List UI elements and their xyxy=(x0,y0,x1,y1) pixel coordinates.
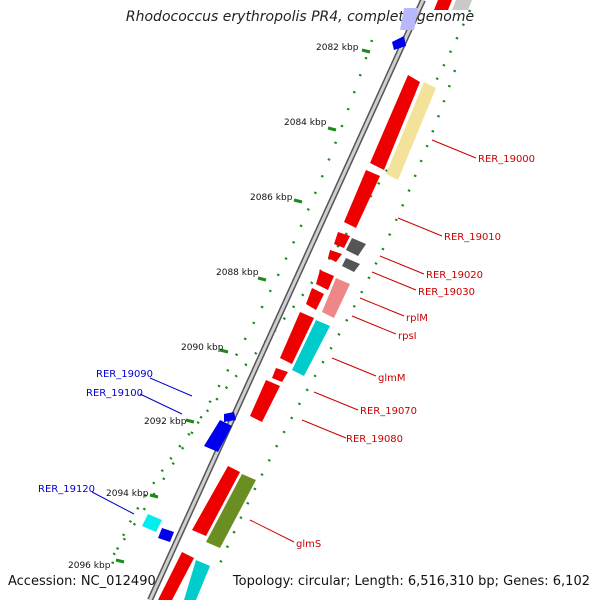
label-rer-19120[interactable]: RER_19120 xyxy=(38,484,95,495)
leader-rer-19090 xyxy=(149,377,193,397)
map-title: Rhodococcus erythropolis PR4, complete g… xyxy=(125,9,475,25)
gene-partial-top-lavender[interactable] xyxy=(400,8,418,30)
leader-glmm xyxy=(331,357,377,377)
gene-blue-2[interactable] xyxy=(224,412,236,422)
tick-label-2082: 2082 kbp xyxy=(316,43,359,53)
tick-label-2092: 2092 kbp xyxy=(144,417,187,427)
label-rer-19080[interactable]: RER_19080 xyxy=(346,434,403,445)
leader-rer-19080 xyxy=(301,419,347,439)
label-rer-19090[interactable]: RER_19090 xyxy=(96,369,153,380)
tick-2086 xyxy=(293,198,303,204)
gene-pink[interactable] xyxy=(322,278,350,318)
label-rplm[interactable]: rplM xyxy=(406,313,428,324)
topology-label: Topology: circular; Length: 6,516,310 bp… xyxy=(232,574,590,589)
label-glmm[interactable]: glmM xyxy=(378,373,406,384)
leader-rer-19010 xyxy=(397,217,443,237)
gene-blue-1[interactable] xyxy=(204,420,232,452)
tick-2088 xyxy=(257,276,267,282)
forward-ring-dots xyxy=(213,69,457,576)
label-rer-19010[interactable]: RER_19010 xyxy=(444,232,501,243)
tick-2082 xyxy=(361,48,371,54)
gene-red-2[interactable] xyxy=(344,170,380,228)
tick-label-2090: 2090 kbp xyxy=(181,343,224,353)
gene-red-1[interactable] xyxy=(370,75,420,170)
label-glms[interactable]: glmS xyxy=(296,539,321,550)
gene-red-10[interactable] xyxy=(192,466,240,536)
gene-blue-3[interactable] xyxy=(158,528,174,542)
tick-label-2096: 2096 kbp xyxy=(68,561,111,571)
gene-yellow[interactable] xyxy=(386,82,436,180)
gene-olive[interactable] xyxy=(206,474,256,548)
tick-2094 xyxy=(149,493,159,499)
label-rer-19030[interactable]: RER_19030 xyxy=(418,287,475,298)
leader-rer-19100 xyxy=(139,393,183,415)
label-rpsi[interactable]: rpsI xyxy=(398,331,417,342)
gene-cyan-1[interactable] xyxy=(292,320,330,376)
red-leader-lines xyxy=(249,139,477,543)
tick-label-2086: 2086 kbp xyxy=(250,193,293,203)
label-rer-19000[interactable]: RER_19000 xyxy=(478,154,535,165)
leader-rer-19120 xyxy=(91,491,135,515)
gene-red-4[interactable] xyxy=(328,250,342,262)
accession-label: Accession: NC_012490 xyxy=(8,574,156,589)
gene-partial-top-gray[interactable] xyxy=(452,0,472,10)
leader-rer-19030 xyxy=(371,271,417,291)
label-rer-19100[interactable]: RER_19100 xyxy=(86,388,143,399)
gene-darkgray-1[interactable] xyxy=(346,238,366,256)
gene-red-7[interactable] xyxy=(280,312,314,364)
gene-red-6[interactable] xyxy=(306,288,324,310)
gene-cyan-2[interactable] xyxy=(184,560,210,600)
tick-2092 xyxy=(185,418,195,424)
tick-2096 xyxy=(115,558,125,564)
kbp-ticks xyxy=(115,48,371,564)
tick-2084 xyxy=(327,126,337,132)
gene-red-8[interactable] xyxy=(272,368,288,382)
label-rer-19020[interactable]: RER_19020 xyxy=(426,270,483,281)
tick-label-2088: 2088 kbp xyxy=(216,268,259,278)
genome-backbone xyxy=(148,0,425,600)
gene-cyan-small[interactable] xyxy=(142,514,162,532)
leader-glms xyxy=(249,519,295,543)
leader-rer-19020 xyxy=(379,255,425,275)
tick-label-2084: 2084 kbp xyxy=(284,118,327,128)
leader-rpsi xyxy=(351,315,397,335)
gene-red-9[interactable] xyxy=(250,380,280,422)
blue-leader-lines xyxy=(91,377,193,515)
leader-rer-19000 xyxy=(431,139,477,159)
label-rer-19070[interactable]: RER_19070 xyxy=(360,406,417,417)
gene-top-blue[interactable] xyxy=(392,36,406,50)
gene-red-3[interactable] xyxy=(334,232,350,248)
gene-darkgray-2[interactable] xyxy=(342,258,360,272)
gene-partial-top-red[interactable] xyxy=(434,0,452,10)
gene-red-5[interactable] xyxy=(316,270,334,290)
gene-red-11[interactable] xyxy=(158,552,194,600)
tick-label-2094: 2094 kbp xyxy=(106,489,149,499)
leader-rer-19070 xyxy=(313,391,359,411)
tick-2090 xyxy=(219,348,229,354)
leader-rplm xyxy=(359,297,405,317)
